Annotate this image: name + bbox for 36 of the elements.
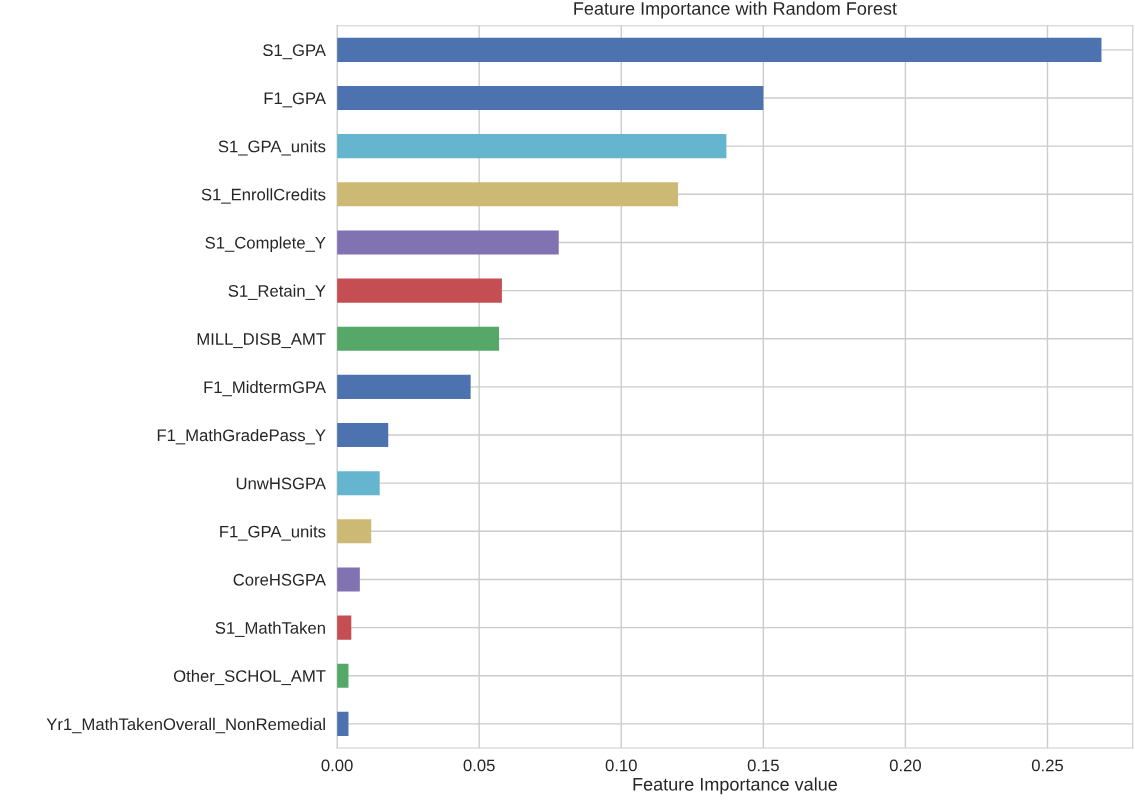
- y-tick-label: S1_GPA_units: [218, 140, 326, 156]
- bar: [337, 615, 352, 640]
- bar: [337, 37, 1102, 62]
- x-tick-label: 0.25: [1031, 759, 1064, 772]
- y-tick-label: F1_GPA: [264, 92, 326, 108]
- bar: [337, 182, 679, 207]
- y-tick-label: MILL_DISB_AMT: [197, 333, 326, 349]
- y-tick-label: F1_MathGradePass_Y: [157, 428, 326, 445]
- bar: [337, 230, 559, 255]
- bar: [337, 326, 500, 351]
- x-tick-label: 0.15: [747, 759, 779, 772]
- chart-title: Feature Importance with Random Forest: [574, 1, 897, 19]
- x-tick-label: 0.20: [889, 759, 921, 772]
- y-tick-label: S1_Complete_Y: [205, 236, 326, 252]
- y-tick-label: S1_Retain_Y: [228, 284, 326, 300]
- bar: [337, 374, 471, 399]
- y-tick-label: CoreHSGPA: [233, 573, 326, 586]
- y-tick-label: F1_GPA_units: [220, 525, 326, 541]
- y-tick-label: Yr1_MathTakenOverall_NonRemedial: [46, 717, 325, 734]
- bar: [337, 471, 380, 496]
- bar: [337, 567, 360, 592]
- bar: [337, 278, 502, 303]
- x-axis-title: Feature Importance value: [633, 777, 837, 795]
- y-tick-label: UnwHSGPA: [236, 477, 326, 490]
- x-tick-label: 0.05: [463, 759, 495, 772]
- bar: [337, 422, 389, 448]
- y-tick-label: S1_GPA: [263, 44, 326, 60]
- bar: [337, 519, 372, 544]
- bar: [337, 134, 727, 159]
- bar: [337, 85, 764, 111]
- x-tick-label: 0.10: [605, 759, 637, 772]
- y-tick-label: S1_EnrollCredits: [201, 188, 326, 204]
- x-tick-label: 0.00: [321, 759, 353, 772]
- y-tick-label: Other_SCHOL_AMT: [173, 669, 326, 686]
- y-tick-label: F1_MidtermGPA: [204, 380, 326, 397]
- y-tick-label: S1_MathTaken: [215, 621, 325, 637]
